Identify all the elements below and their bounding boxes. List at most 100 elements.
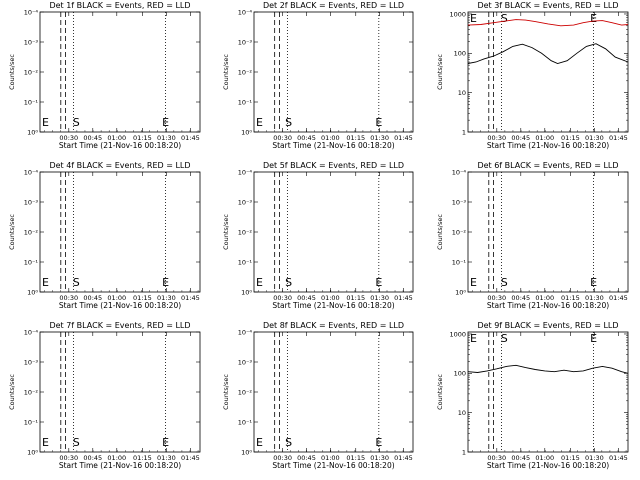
y-tick-label: 1	[462, 448, 466, 456]
x-tick-label: 01:45	[181, 134, 200, 142]
y-tick-label: 10⁻¹	[238, 258, 253, 266]
x-tick-label: 01:00	[321, 294, 340, 302]
series-line-1	[467, 43, 629, 64]
panel-det2f: Det 2f BLACK = Events, RED = LLD 10⁰ 10⁻¹ 1…	[222, 1, 414, 150]
event-marker-label: S	[501, 276, 508, 289]
panel-det3f: Det 3f BLACK = Events, RED = LLD 1 10 100 10…	[436, 1, 629, 150]
x-tick-label: 01:00	[535, 294, 554, 302]
event-marker-label: E	[162, 116, 169, 129]
y-tick-label: 10⁰	[27, 128, 38, 136]
x-tick-label: 01:45	[609, 134, 628, 142]
x-tick-label: 00:45	[297, 294, 316, 302]
plot-frame	[467, 11, 629, 133]
x-tick-label: 01:00	[535, 454, 554, 462]
y-tick-label: 100	[454, 370, 466, 378]
y-tick-label: 10⁻⁴	[24, 168, 39, 176]
x-tick-label: 00:45	[83, 294, 102, 302]
y-tick-label: 10⁻¹	[24, 258, 39, 266]
x-tick-label: 01:00	[321, 134, 340, 142]
plot-frame	[467, 331, 629, 453]
event-marker-label: E	[375, 436, 382, 449]
y-axis-label: Counts/sec	[222, 214, 230, 250]
x-tick-label: 00:45	[511, 454, 530, 462]
panel-title: Det 7f BLACK = Events, RED = LLD	[49, 321, 190, 330]
panel-det7f: Det 7f BLACK = Events, RED = LLD 10⁰ 10⁻¹ 1…	[8, 321, 201, 470]
y-tick-label: 10⁻³	[24, 198, 39, 206]
y-axis-label: Counts/sec	[436, 54, 444, 90]
plot-frame	[39, 331, 201, 453]
panel-det1f: Det 1f BLACK = Events, RED = LLD 10⁰ 10⁻¹ 1…	[8, 1, 201, 150]
event-marker-label: E	[42, 116, 49, 129]
y-tick-label: 10⁻³	[238, 358, 253, 366]
x-tick-label: 00:45	[297, 454, 316, 462]
y-tick-label: 10⁰	[27, 288, 38, 296]
plot-frame	[253, 11, 414, 133]
y-tick-label: 10⁻¹	[238, 98, 253, 106]
y-tick-label: 10⁻⁴	[238, 8, 253, 16]
y-tick-label: 10	[458, 409, 466, 417]
x-tick-label: 01:00	[321, 454, 340, 462]
y-tick-label: 10⁰	[241, 128, 252, 136]
y-tick-label: 10⁻²	[24, 228, 39, 236]
x-tick-label: 01:15	[346, 294, 365, 302]
panel-det4f: Det 4f BLACK = Events, RED = LLD 10⁰ 10⁻¹ 1…	[8, 161, 201, 310]
x-tick-label: 01:30	[157, 294, 176, 302]
x-tick-label: 01:30	[157, 454, 176, 462]
x-tick-label: 01:00	[107, 134, 126, 142]
event-marker-label: S	[285, 276, 292, 289]
y-tick-label: 10⁰	[241, 288, 252, 296]
y-axis-label: Counts/sec	[8, 374, 16, 410]
event-marker-label: S	[73, 276, 80, 289]
event-marker-label: E	[256, 436, 263, 449]
event-marker-label: E	[42, 276, 49, 289]
x-tick-label: 01:30	[370, 134, 389, 142]
y-tick-label: 10⁻³	[24, 358, 39, 366]
plot-frame	[39, 11, 201, 133]
y-axis-label: Counts/sec	[222, 54, 230, 90]
x-axis-label: Start Time (21-Nov-16 00:18:20)	[59, 301, 181, 310]
x-tick-label: 01:15	[346, 454, 365, 462]
x-tick-label: 01:45	[394, 454, 413, 462]
y-tick-label: 10⁻²	[238, 68, 253, 76]
y-tick-label: 10⁻³	[238, 38, 253, 46]
x-tick-label: 01:45	[609, 454, 628, 462]
y-axis-label: Counts/sec	[436, 374, 444, 410]
event-marker-label: E	[590, 332, 597, 345]
x-tick-label: 01:00	[535, 134, 554, 142]
y-tick-label: 10⁻¹	[452, 258, 467, 266]
y-tick-label: 10⁻²	[238, 228, 253, 236]
y-tick-label: 100	[454, 50, 466, 58]
x-tick-label: 00:30	[273, 134, 292, 142]
x-tick-label: 01:45	[394, 134, 413, 142]
event-marker-label: E	[590, 12, 597, 25]
x-axis-label: Start Time (21-Nov-16 00:18:20)	[487, 461, 609, 470]
x-axis-label: Start Time (21-Nov-16 00:18:20)	[272, 141, 394, 150]
y-axis-label: Counts/sec	[8, 54, 16, 90]
x-tick-label: 00:30	[273, 454, 292, 462]
x-tick-label: 01:00	[107, 454, 126, 462]
event-marker-label: E	[256, 116, 263, 129]
event-marker-label: E	[375, 116, 382, 129]
x-tick-label: 00:30	[487, 294, 506, 302]
y-tick-label: 10⁻²	[24, 68, 39, 76]
event-marker-label: E	[590, 276, 597, 289]
y-tick-label: 10⁰	[455, 288, 466, 296]
x-axis-label: Start Time (21-Nov-16 00:18:20)	[272, 461, 394, 470]
x-tick-label: 00:45	[297, 134, 316, 142]
panel-title: Det 9f BLACK = Events, RED = LLD	[477, 321, 618, 330]
x-tick-label: 00:30	[59, 454, 78, 462]
panel-title: Det 4f BLACK = Events, RED = LLD	[49, 161, 190, 170]
x-tick-label: 01:15	[561, 294, 580, 302]
y-tick-label: 10⁻²	[452, 228, 467, 236]
panel-det6f: Det 6f BLACK = Events, RED = LLD 10⁰ 10⁻¹ 1…	[436, 161, 629, 310]
y-tick-label: 10⁻³	[24, 38, 39, 46]
x-tick-label: 01:00	[107, 294, 126, 302]
y-tick-label: 10⁻⁴	[24, 8, 39, 16]
event-marker-label: S	[501, 332, 508, 345]
series-line-0	[467, 19, 629, 27]
event-marker-label: E	[162, 436, 169, 449]
x-tick-label: 01:30	[370, 294, 389, 302]
panel-det5f: Det 5f BLACK = Events, RED = LLD 10⁰ 10⁻¹ 1…	[222, 161, 414, 310]
x-tick-label: 00:45	[83, 134, 102, 142]
panel-title: Det 1f BLACK = Events, RED = LLD	[49, 1, 190, 10]
